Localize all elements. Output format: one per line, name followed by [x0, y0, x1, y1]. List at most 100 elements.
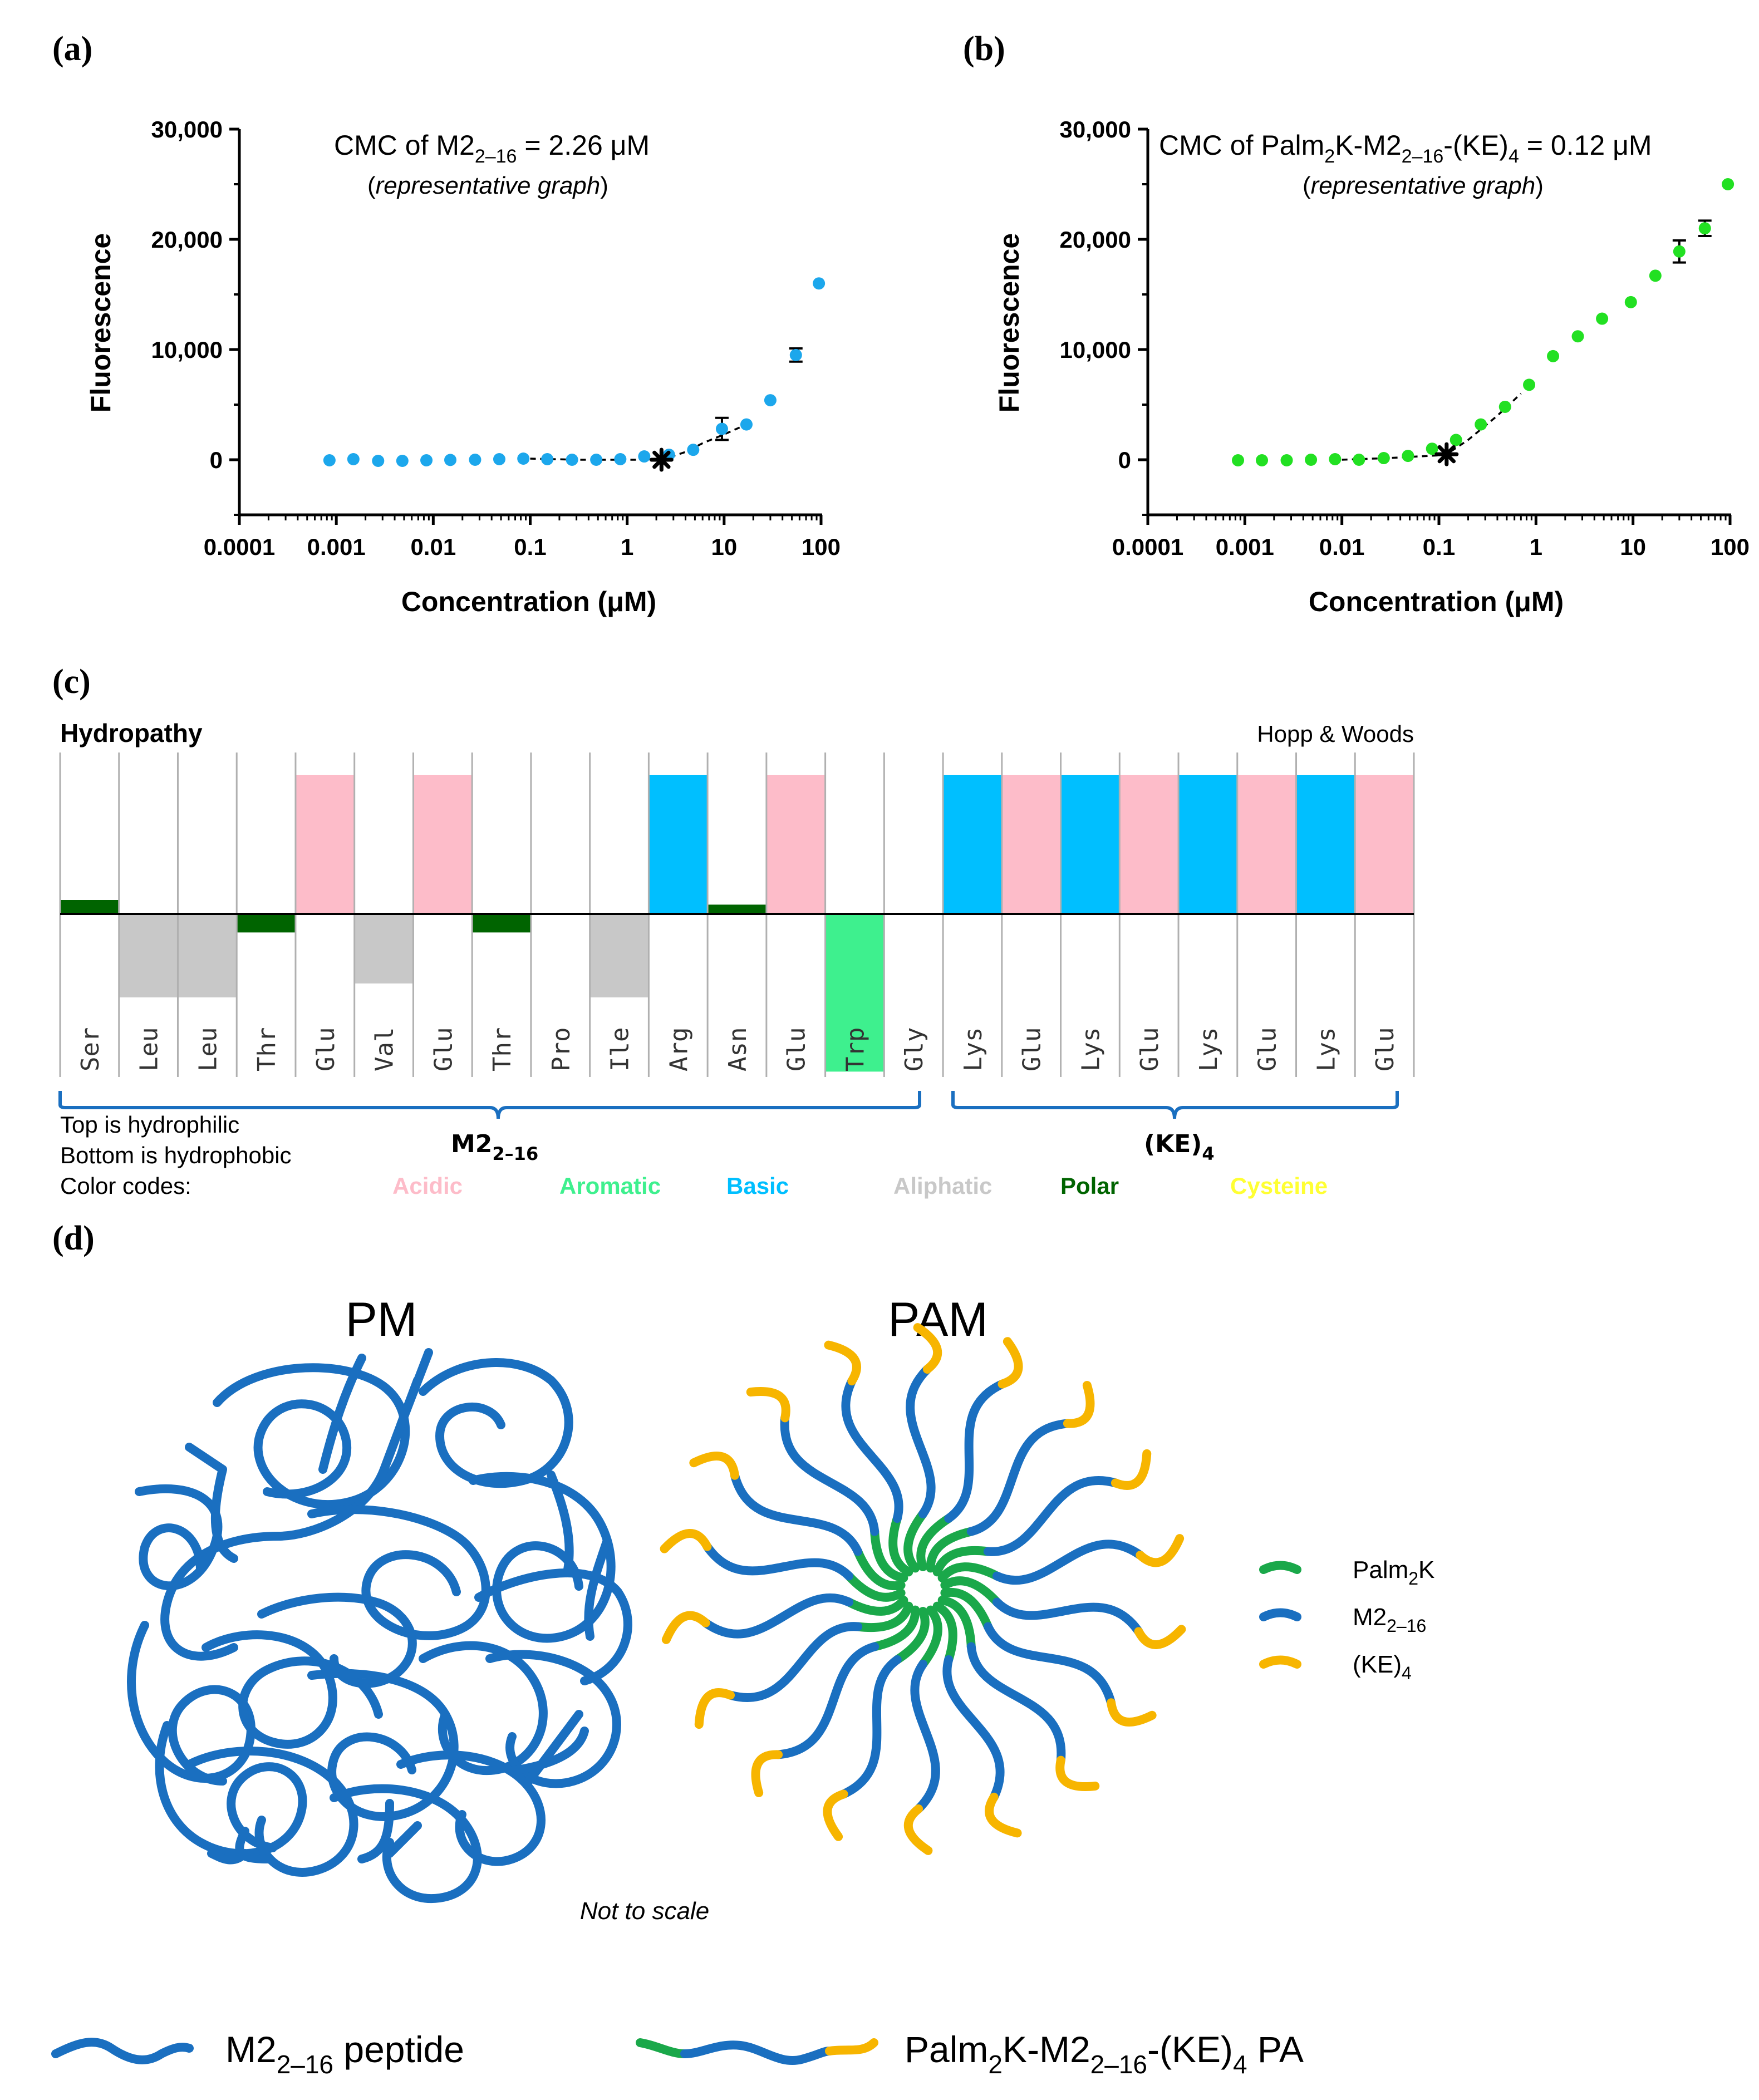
residue-label: Glu [1018, 1027, 1046, 1071]
hydropathy-bar [119, 914, 178, 997]
pam-legend: Palm2K M22–16 (KE)4 [1259, 1556, 1434, 1683]
chart-b-point [1353, 454, 1365, 466]
chart-a-point [323, 454, 336, 466]
bottom-pa-m2-swatch [680, 2040, 834, 2065]
pam-m2-segment [780, 1413, 880, 1536]
chart-a-xtick-label: 1 [621, 534, 633, 560]
pam-palm-segment [918, 1605, 942, 1669]
chart-a-fit-line [530, 424, 747, 461]
chart-b-ytick-label: 10,000 [1060, 337, 1131, 363]
panel-d-label: (d) [52, 1219, 95, 1257]
pam-palm-segment [844, 1596, 908, 1616]
pm-title: PM [346, 1293, 417, 1346]
chart-a-point [420, 454, 433, 466]
chart-b-point [1523, 378, 1536, 391]
color-code-polar: Polar [1060, 1173, 1119, 1199]
pam-m2-segment [906, 1365, 936, 1518]
chart-b-point [1402, 450, 1414, 463]
chart-a-subtitle: (representative graph) [367, 172, 608, 199]
residue-label: Lys [959, 1027, 987, 1071]
chart-b-point [1232, 454, 1245, 466]
bottom-legend: M22–16 peptide Palm2K-M22–16-(KE)4 PA [51, 2029, 1304, 2079]
pam-palm-segment [940, 1576, 1001, 1607]
chart-a-xtick-label: 0.1 [514, 534, 546, 560]
residue-label: Thr [488, 1027, 517, 1071]
pam-ke-segment [751, 1750, 783, 1798]
hydropathy-bar [355, 914, 413, 983]
pam-palm-segment [926, 1527, 976, 1573]
residue-label: Arg [665, 1027, 693, 1071]
chart-b-cmc-marker [1434, 442, 1459, 466]
pam-ke-segment [694, 1688, 735, 1729]
hydropathy-bar [1061, 775, 1119, 914]
bottom-peptide-swatch [51, 2038, 194, 2064]
legend-palm-label: Palm2K [1353, 1556, 1434, 1588]
chart-b-ytick-label: 0 [1118, 447, 1131, 473]
pam-m2-segment [910, 1660, 940, 1813]
hydropathy-bar [1355, 775, 1413, 914]
color-code-legend: Acidic Aromatic Basic Aliphatic Polar Cystein… [392, 1173, 1328, 1199]
hydropathy-bar [1120, 775, 1178, 914]
pam-micelle [660, 1323, 1186, 1855]
residue-label: Gly [900, 1027, 928, 1071]
pam-m2-segment [701, 1593, 854, 1639]
pam-ke-segment [1111, 1449, 1152, 1490]
chart-a-point [614, 453, 627, 466]
chart-b-point [1571, 330, 1584, 343]
residue-label: Trp [841, 1027, 869, 1071]
hydropathy-bar [767, 775, 825, 914]
pam-ke-segment [903, 1804, 933, 1855]
bottom-pa-label: Palm2K-M22–16-(KE)4 PA [905, 2029, 1304, 2079]
chart-a-point [789, 348, 802, 361]
panel-c: (c) Hydropathy Hopp & Woods Ser Leu Leu Thr… [52, 663, 1415, 1199]
hydropathy-bar [708, 904, 766, 914]
color-code-aromatic: Aromatic [559, 1173, 661, 1199]
chart-a-point [566, 454, 578, 466]
chart-a-point [444, 454, 457, 466]
hydropathy-bar [826, 914, 884, 1072]
pam-ke-segment [661, 1611, 710, 1644]
pam-m2-segment [992, 1540, 1145, 1585]
hydropathy-bar [590, 914, 648, 997]
hydropathy-bar [178, 914, 237, 997]
chart-a-ytick-label: 0 [210, 447, 223, 473]
chart-b-xtick-label: 0.001 [1216, 534, 1274, 560]
brace-ke [951, 1091, 1399, 1119]
hydropathy-bar [1179, 775, 1237, 914]
chart-a-point [372, 454, 385, 467]
legend-m2-swatch [1259, 1608, 1301, 1621]
pam-m2-segment [841, 1376, 903, 1523]
pam-ke-segment [746, 1387, 790, 1423]
note-color-codes: Color codes: [60, 1173, 191, 1199]
chart-b-xtick-label: 0.01 [1319, 534, 1365, 560]
note-top-hydrophilic: Top is hydrophilic [60, 1112, 239, 1138]
bottom-peptide-label: M22–16 peptide [225, 2029, 464, 2079]
residue-label: Ile [606, 1027, 635, 1071]
residue-label: Ser [76, 1027, 105, 1071]
residue-label: Pro [547, 1027, 576, 1071]
chart-b-xlabel: Concentration (μM) [1309, 586, 1564, 617]
residue-label: Glu [312, 1027, 340, 1071]
chart-b-ytick-label: 30,000 [1060, 116, 1131, 142]
pam-ke-segment [824, 1340, 861, 1386]
chart-b-point [1256, 454, 1269, 466]
chart-a-xtick-label: 100 [802, 534, 841, 560]
chart-b-point [1673, 245, 1686, 258]
pam-m2-segment [730, 1471, 863, 1556]
residue-label: Leu [135, 1027, 164, 1071]
pam-title: PAM [888, 1293, 988, 1346]
chart-a-point [715, 422, 728, 435]
chart-b-ytick-label: 20,000 [1060, 227, 1131, 253]
chart-b-title: CMC of Palm2K-M22–16-(KE)4 = 0.12 μM [1159, 130, 1652, 167]
panel-a-label: (a) [52, 30, 92, 68]
chart-b-point [1547, 350, 1560, 362]
hydropathy-heading: Hydropathy [60, 719, 203, 747]
hydropathy-scale-name: Hopp & Woods [1257, 721, 1414, 747]
hydropathy-bar [61, 900, 119, 914]
pam-palm-segment [903, 1509, 927, 1573]
note-bottom-hydrophobic: Bottom is hydrophobic [60, 1142, 292, 1168]
pam-ke-segment [1134, 1625, 1186, 1649]
chart-b-xtick-label: 0.1 [1423, 534, 1455, 560]
hydropathy-grid: Ser Leu Leu Thr Glu Val Glu Thr Pro Ile Arg Asn Glu T… [59, 753, 1415, 1077]
chart-a-point [347, 453, 360, 466]
